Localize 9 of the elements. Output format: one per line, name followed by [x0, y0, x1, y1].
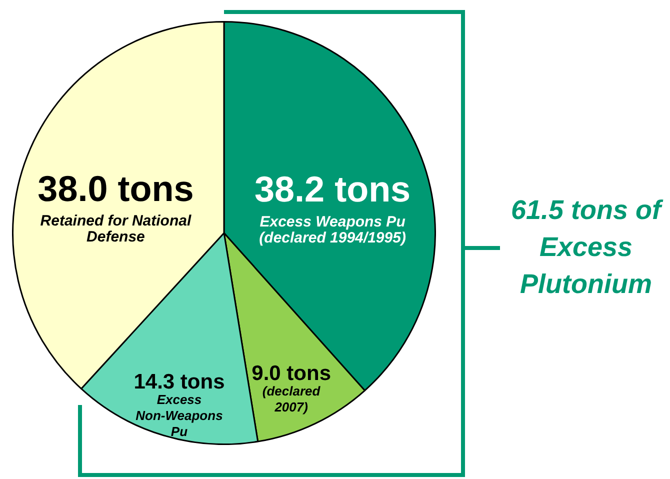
slice-label: (declared 2007) [262, 384, 322, 415]
data-label: 38.0 tons [38, 168, 194, 209]
slice-label: Excess Non-Weapons Pu [136, 392, 223, 440]
data-label: 14.3 tons [134, 370, 225, 394]
data-label: 38.2 tons [254, 168, 411, 210]
text: 61.5 tons of Excess Plutonium [510, 194, 664, 301]
slice-label: Retained for National Defense [40, 212, 192, 246]
slice-label: Excess Weapons Pu (declared 1994/1995) [259, 213, 406, 246]
data-label: 9.0 tons [252, 362, 331, 385]
